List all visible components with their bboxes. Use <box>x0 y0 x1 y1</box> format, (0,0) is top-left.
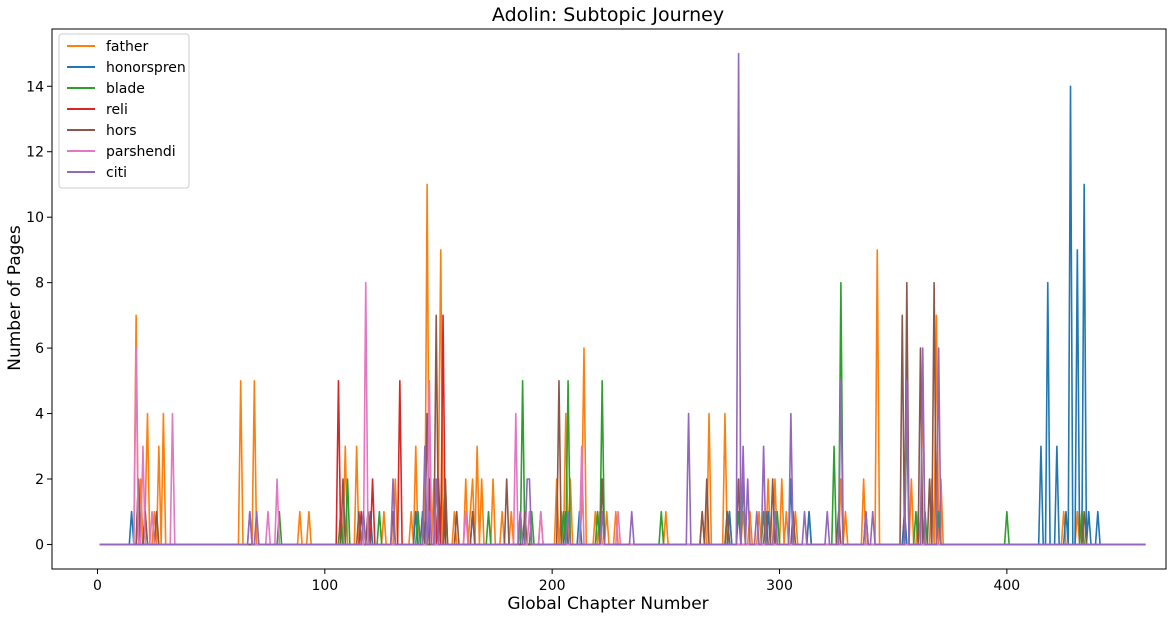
x-axis-ticks: 0 100 200 300 400 <box>93 569 1020 594</box>
y-axis-ticks: 0 2 4 6 8 10 12 14 <box>26 79 52 553</box>
plot-area <box>99 52 1146 546</box>
y-tick-label: 10 <box>26 210 44 226</box>
axes-frame <box>51 28 1167 570</box>
legend-label-parshendi: parshendi <box>106 144 176 160</box>
y-tick-label: 6 <box>35 341 44 357</box>
x-axis-label: Global Chapter Number <box>507 594 708 614</box>
legend-label-father: father <box>106 39 148 55</box>
y-tick-label: 2 <box>35 472 44 488</box>
legend-label-blade: blade <box>106 81 145 97</box>
y-tick-label: 14 <box>26 79 44 95</box>
legend-label-citi: citi <box>106 165 127 181</box>
y-tick-label: 12 <box>26 145 44 161</box>
x-tick-label: 300 <box>766 578 793 594</box>
y-tick-label: 4 <box>35 407 44 423</box>
y-tick-label: 0 <box>35 537 44 553</box>
legend-label-honorspren: honorspren <box>106 60 186 76</box>
x-tick-label: 100 <box>311 578 338 594</box>
y-axis-label: Number of Pages <box>5 225 25 371</box>
legend-box <box>58 33 190 189</box>
x-tick-label: 200 <box>539 578 566 594</box>
series-line-honorspren <box>99 85 1146 546</box>
legend: father honorspren blade reli hors parshendi ci… <box>58 33 190 189</box>
y-tick-label: 8 <box>35 276 44 292</box>
legend-label-reli: reli <box>106 102 128 118</box>
legend-label-hors: hors <box>106 123 137 139</box>
chart-title: Adolin: Subtopic Journey <box>492 4 724 26</box>
x-tick-label: 400 <box>993 578 1020 594</box>
x-tick-label: 0 <box>93 578 102 594</box>
series-line-father <box>99 183 1146 546</box>
series-line-citi <box>99 52 1146 546</box>
